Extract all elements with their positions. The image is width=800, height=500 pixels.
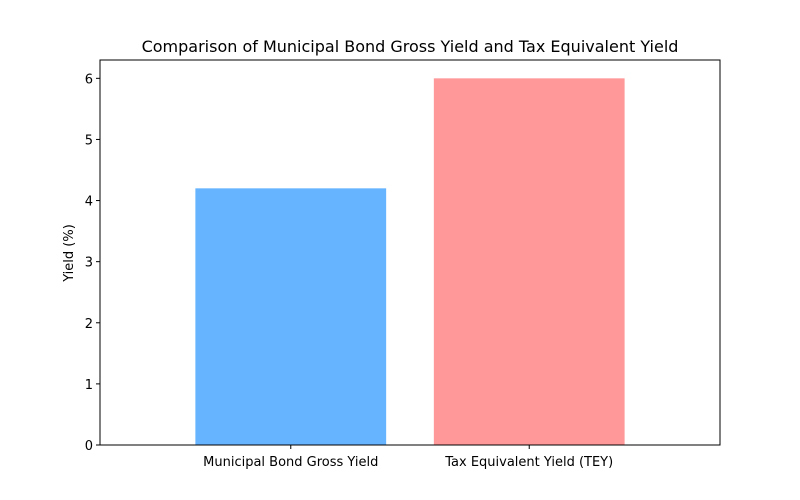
y-tick-label: 6 [85,72,93,87]
y-tick-label: 5 [85,133,93,148]
plot-frame [99,59,721,446]
y-axis-label: Yield (%) [62,224,77,283]
y-axis-ticks: 0 1 2 3 4 5 6 [85,72,100,454]
y-tick-label: 4 [85,195,93,210]
bars-layer [195,78,625,446]
x-axis-ticks: Municipal Bond Gross Yield Tax Equivalent… [203,445,613,470]
y-tick-label: 3 [85,256,93,271]
x-tick-label: Tax Equivalent Yield (TEY) [444,455,613,470]
y-tick-label: 2 [85,317,93,332]
y-tick-label: 1 [85,378,93,393]
bar-tax-equivalent-yield-tey [433,78,625,445]
y-tick-label: 0 [85,439,93,454]
bar-municipal-bond-gross-yield [195,188,387,446]
x-tick-label: Municipal Bond Gross Yield [203,455,378,470]
chart-title: Comparison of Municipal Bond Gross Yield… [142,37,679,56]
